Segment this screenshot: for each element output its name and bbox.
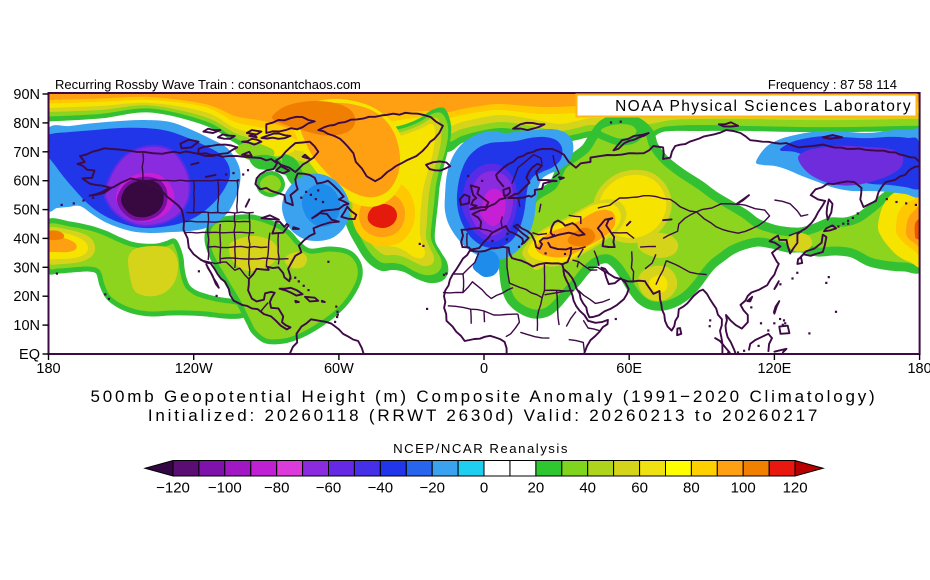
svg-text:60W: 60W [324, 361, 354, 377]
svg-text:70N: 70N [13, 145, 40, 161]
svg-text:60N: 60N [13, 174, 40, 190]
svg-text:40N: 40N [13, 231, 40, 247]
svg-text:Recurring Rossby Wave Train :: Recurring Rossby Wave Train : consonantc… [55, 77, 361, 92]
svg-text:−80: −80 [264, 480, 289, 497]
svg-text:60: 60 [631, 480, 648, 497]
svg-text:120W: 120W [175, 361, 213, 377]
svg-text:0: 0 [480, 480, 488, 497]
svg-text:NCEP/NCAR Reanalysis: NCEP/NCAR Reanalysis [393, 441, 569, 456]
svg-text:NOAA Physical Sciences Laborat: NOAA Physical Sciences Laboratory [615, 98, 912, 115]
svg-text:90N: 90N [13, 87, 40, 103]
svg-text:500mb Geopotential Height (m): 500mb Geopotential Height (m) Composite … [90, 387, 877, 406]
svg-text:20N: 20N [13, 289, 40, 305]
svg-text:−100: −100 [208, 480, 242, 497]
svg-text:80: 80 [683, 480, 700, 497]
svg-text:50N: 50N [13, 203, 40, 219]
svg-text:EQ: EQ [19, 347, 40, 363]
svg-text:120E: 120E [757, 361, 791, 377]
svg-text:100: 100 [731, 480, 756, 497]
svg-text:120: 120 [783, 480, 808, 497]
svg-text:180: 180 [36, 361, 60, 377]
svg-text:0: 0 [480, 361, 488, 377]
svg-text:40: 40 [579, 480, 596, 497]
svg-text:−120: −120 [156, 480, 190, 497]
svg-text:Frequency : 87 58 114: Frequency : 87 58 114 [768, 77, 897, 92]
svg-text:80N: 80N [13, 116, 40, 132]
svg-text:Initialized: 20260118 (RRWT 26: Initialized: 20260118 (RRWT 2630d) Valid… [148, 406, 820, 425]
svg-text:−60: −60 [316, 480, 341, 497]
svg-text:−20: −20 [419, 480, 444, 497]
svg-text:10N: 10N [13, 318, 40, 334]
svg-text:20: 20 [528, 480, 545, 497]
svg-text:30N: 30N [13, 260, 40, 276]
svg-text:180: 180 [907, 361, 930, 377]
svg-text:60E: 60E [616, 361, 642, 377]
svg-text:−40: −40 [368, 480, 393, 497]
